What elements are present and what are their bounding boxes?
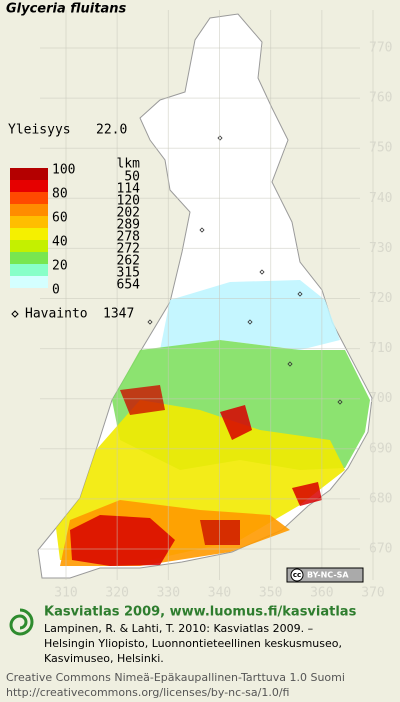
count-value: 50: [124, 170, 140, 185]
easting-label: 320: [105, 586, 128, 601]
observation-marker: [199, 227, 205, 233]
observation-markers: [147, 135, 343, 405]
observation-label: Havainto: [25, 307, 88, 322]
count-value: 315: [117, 266, 140, 281]
license-line: http://creativecommons.org/licenses/by-n…: [6, 686, 289, 699]
citation-line: Helsingin Yliopisto, Luonnontieteellinen…: [44, 637, 342, 650]
easting-label: 370: [361, 586, 384, 601]
legend-swatch: [10, 252, 48, 264]
license-line: Creative Commons Nimeä-Epäkaupallinen-Ta…: [6, 671, 345, 684]
northing-label: 730: [369, 241, 392, 256]
observation-marker: [247, 319, 253, 325]
northing-label: 770: [369, 41, 392, 56]
land: [37, 13, 373, 579]
count-value: 278: [117, 230, 140, 245]
citation-line: Lampinen, R. & Lahti, T. 2010: Kasviatla…: [44, 622, 313, 635]
northing-label: 700: [369, 391, 392, 406]
easting-label: 310: [54, 586, 77, 601]
species-title: Glyceria fluitans: [6, 2, 126, 17]
count-header: lkm: [117, 157, 141, 172]
badge-box: [286, 567, 364, 583]
northing-label: 760: [369, 91, 392, 106]
patch-cyan: [160, 280, 340, 350]
easting-label: 350: [259, 586, 282, 601]
observation-marker: [147, 319, 153, 325]
northing-label: 670: [369, 542, 392, 557]
logo-spiral: [9, 608, 34, 636]
scale-label: 80: [52, 187, 68, 202]
observation-count: 1347: [103, 307, 134, 322]
northing-label: 710: [369, 341, 392, 356]
observation-marker: [337, 399, 343, 405]
count-value: 272: [117, 242, 140, 257]
badge-icon: [290, 568, 304, 582]
patch-red: [120, 385, 165, 415]
legend-swatch: [10, 228, 48, 240]
northing-label: 720: [369, 291, 392, 306]
easting-label: 330: [157, 586, 180, 601]
legend-swatch: [10, 180, 48, 192]
scale-label: 100: [52, 163, 75, 178]
legend-swatch: [10, 264, 48, 276]
patch-red: [220, 405, 252, 440]
footer: Kasviatlas 2009, www.luomus.fi/kasviatla…: [6, 605, 357, 700]
license-badge: cc BY-NC-SA: [286, 567, 364, 583]
grid: [40, 10, 374, 580]
legend-swatch: [10, 192, 48, 204]
observation-symbol: [11, 310, 19, 318]
northing-label: 750: [369, 141, 392, 156]
patch-red: [70, 515, 175, 566]
legend-swatch: [10, 168, 48, 180]
count-value: 654: [117, 278, 141, 293]
observation-marker: [259, 269, 265, 275]
observation-marker: [287, 361, 293, 367]
coordinates: 770 760 750 740 730 720 710 700 690 680 670 310 320 3…: [54, 41, 392, 601]
scale-label: 0: [52, 283, 60, 298]
frequency-value: 22.0: [96, 123, 127, 138]
legend-swatch: [10, 204, 48, 216]
scale-label: 40: [52, 235, 68, 250]
northing-label: 740: [369, 191, 392, 206]
frequency-label: Yleisyys: [8, 123, 71, 138]
footer-heading: Kasviatlas 2009, www.luomus.fi/kasviatla…: [44, 605, 357, 620]
legend: lkm 100 80 60 40 20 0 501141202022892782722623…: [10, 157, 140, 298]
easting-label: 340: [208, 586, 231, 601]
northing-label: 680: [369, 491, 392, 506]
count-value: 202: [117, 206, 140, 221]
count-value: 289: [117, 218, 140, 233]
observation-marker: [297, 291, 303, 297]
legend-swatch: [10, 216, 48, 228]
legend-swatch: [10, 276, 48, 288]
count-value: 120: [117, 194, 140, 209]
count-value: 114: [117, 182, 141, 197]
count-value: 262: [117, 254, 140, 269]
scale-label: 20: [52, 259, 68, 274]
citation-line: Kasvimuseo, Helsinki.: [44, 652, 164, 665]
legend-swatch: [10, 240, 48, 252]
badge-icon-text: cc: [293, 571, 301, 579]
logo: [9, 608, 34, 636]
scale-label: 60: [52, 211, 68, 226]
easting-label: 360: [310, 586, 333, 601]
badge-text: BY-NC-SA: [307, 571, 349, 580]
patch-red: [292, 482, 322, 506]
northing-label: 690: [369, 441, 392, 456]
